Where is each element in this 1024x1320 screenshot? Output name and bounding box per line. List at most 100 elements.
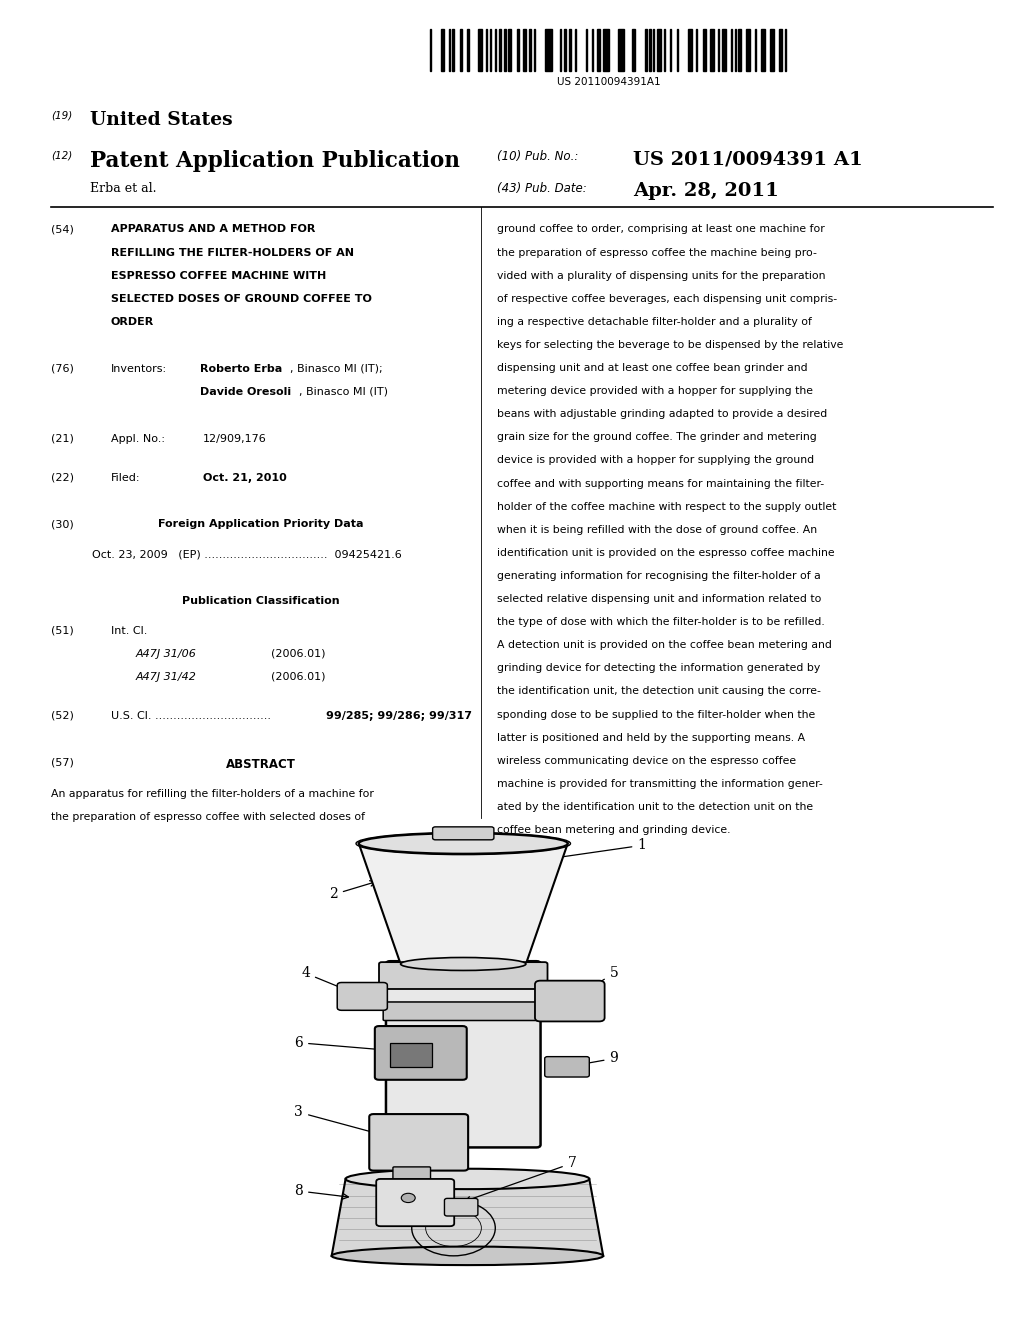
Text: 1: 1 [530, 838, 646, 863]
Text: US 2011/0094391 A1: US 2011/0094391 A1 [633, 150, 862, 169]
Text: the preparation of espresso coffee the machine being pro-: the preparation of espresso coffee the m… [497, 248, 816, 257]
FancyBboxPatch shape [432, 826, 494, 840]
Bar [738, 29, 741, 71]
Text: A47J 31/42: A47J 31/42 [135, 672, 196, 682]
Bar [430, 29, 431, 71]
Text: (57): (57) [51, 758, 74, 768]
Text: 4: 4 [301, 966, 358, 995]
Bar [574, 29, 577, 71]
Bar [633, 29, 635, 71]
Text: Apr. 28, 2011: Apr. 28, 2011 [633, 182, 778, 201]
Ellipse shape [400, 957, 526, 970]
Bar [586, 29, 588, 71]
Bar [453, 29, 454, 71]
Text: selected relative dispensing unit and information related to: selected relative dispensing unit and in… [497, 594, 821, 605]
Text: (21): (21) [51, 434, 74, 444]
Bar [718, 29, 719, 71]
Bar [617, 29, 625, 71]
Text: United States: United States [90, 111, 232, 129]
Text: (52): (52) [51, 710, 74, 721]
Text: machine is provided for transmitting the information gener-: machine is provided for transmitting the… [497, 779, 822, 789]
Bar [517, 29, 519, 71]
Text: Davide Oresoli: Davide Oresoli [200, 387, 291, 397]
Text: beans with adjustable grinding adapted to provide a desired: beans with adjustable grinding adapted t… [497, 409, 827, 420]
Text: metering device provided with a hopper for supplying the: metering device provided with a hopper f… [497, 387, 813, 396]
Bar [645, 29, 647, 71]
FancyBboxPatch shape [337, 982, 387, 1010]
Text: Roberto Erba: Roberto Erba [200, 364, 282, 374]
Bar [670, 29, 671, 71]
Ellipse shape [345, 1168, 589, 1189]
Text: Appl. No.:: Appl. No.: [111, 434, 165, 444]
Text: Oct. 23, 2009   (EP) ..................................  09425421.6: Oct. 23, 2009 (EP) .....................… [92, 549, 401, 560]
Bar [528, 29, 531, 71]
Bar [649, 29, 650, 71]
Text: (54): (54) [51, 224, 74, 235]
Bar [489, 29, 490, 71]
Bar [560, 29, 561, 71]
Text: REFILLING THE FILTER-HOLDERS OF AN: REFILLING THE FILTER-HOLDERS OF AN [111, 248, 353, 257]
Text: of respective coffee beverages, each dispensing unit compris-: of respective coffee beverages, each dis… [497, 294, 837, 304]
FancyBboxPatch shape [370, 1114, 468, 1171]
FancyBboxPatch shape [379, 962, 548, 989]
Text: keys for selecting the beverage to be dispensed by the relative: keys for selecting the beverage to be di… [497, 341, 843, 350]
Bar [677, 29, 678, 71]
Text: dispensing unit and at least one coffee bean grinder and: dispensing unit and at least one coffee … [497, 363, 807, 374]
Bar [731, 29, 732, 71]
Text: ated by the identification unit to the detection unit on the: ated by the identification unit to the d… [497, 803, 813, 812]
Text: ing a respective detachable filter-holder and a plurality of: ing a respective detachable filter-holde… [497, 317, 811, 327]
Text: ground coffee to order, comprising at least one machine for: ground coffee to order, comprising at le… [497, 224, 824, 235]
Bar [564, 29, 566, 71]
Text: ESPRESSO COFFEE MACHINE WITH: ESPRESSO COFFEE MACHINE WITH [111, 271, 326, 281]
Text: vided with a plurality of dispensing units for the preparation: vided with a plurality of dispensing uni… [497, 271, 825, 281]
FancyBboxPatch shape [386, 961, 541, 1147]
Bar [592, 29, 593, 71]
Text: APPARATUS AND A METHOD FOR: APPARATUS AND A METHOD FOR [111, 224, 315, 235]
FancyBboxPatch shape [383, 1002, 544, 1020]
Text: ORDER: ORDER [111, 317, 154, 327]
Bar [761, 29, 765, 71]
Text: Publication Classification: Publication Classification [182, 597, 340, 606]
Bar [784, 29, 786, 71]
Circle shape [401, 1193, 415, 1203]
FancyBboxPatch shape [375, 1026, 467, 1080]
Ellipse shape [332, 1246, 603, 1265]
Bar [523, 29, 525, 71]
Text: Foreign Application Priority Data: Foreign Application Priority Data [159, 520, 364, 529]
Bar [467, 29, 469, 71]
Text: grain size for the ground coffee. The grinder and metering: grain size for the ground coffee. The gr… [497, 433, 816, 442]
Bar [485, 29, 487, 71]
Text: wireless communicating device on the espresso coffee: wireless communicating device on the esp… [497, 755, 796, 766]
Text: 6: 6 [294, 1036, 417, 1055]
Text: 99/285; 99/286; 99/317: 99/285; 99/286; 99/317 [326, 710, 472, 721]
Bar [478, 29, 482, 71]
Bar [722, 29, 726, 71]
Text: U.S. Cl. ................................: U.S. Cl. ...............................… [111, 710, 270, 721]
Bar [495, 29, 497, 71]
Text: 5: 5 [573, 966, 618, 999]
Polygon shape [358, 843, 567, 964]
Bar [653, 29, 654, 71]
Text: coffee bean metering and grinding device.: coffee bean metering and grinding device… [497, 825, 730, 836]
Bar [770, 29, 774, 71]
Text: (12): (12) [51, 150, 73, 161]
Text: A detection unit is provided on the coffee bean metering and: A detection unit is provided on the coff… [497, 640, 831, 651]
Bar [545, 29, 552, 71]
Text: (10) Pub. No.:: (10) Pub. No.: [497, 150, 578, 164]
Text: 9: 9 [571, 1052, 618, 1068]
Text: (51): (51) [51, 626, 74, 636]
Text: Oct. 21, 2010: Oct. 21, 2010 [203, 473, 287, 483]
Text: (19): (19) [51, 111, 73, 121]
Text: 3: 3 [294, 1105, 415, 1144]
Text: (22): (22) [51, 473, 74, 483]
Text: Erba et al.: Erba et al. [90, 182, 157, 195]
Text: the preparation of espresso coffee with selected doses of: the preparation of espresso coffee with … [51, 812, 366, 822]
FancyBboxPatch shape [376, 1179, 455, 1226]
Text: identification unit is provided on the espresso coffee machine: identification unit is provided on the e… [497, 548, 835, 558]
FancyBboxPatch shape [390, 1043, 432, 1067]
Bar [745, 29, 750, 71]
Text: Int. Cl.: Int. Cl. [111, 626, 147, 636]
Bar [569, 29, 570, 71]
Text: Patent Application Publication: Patent Application Publication [90, 150, 460, 173]
Text: Filed:: Filed: [111, 473, 140, 483]
